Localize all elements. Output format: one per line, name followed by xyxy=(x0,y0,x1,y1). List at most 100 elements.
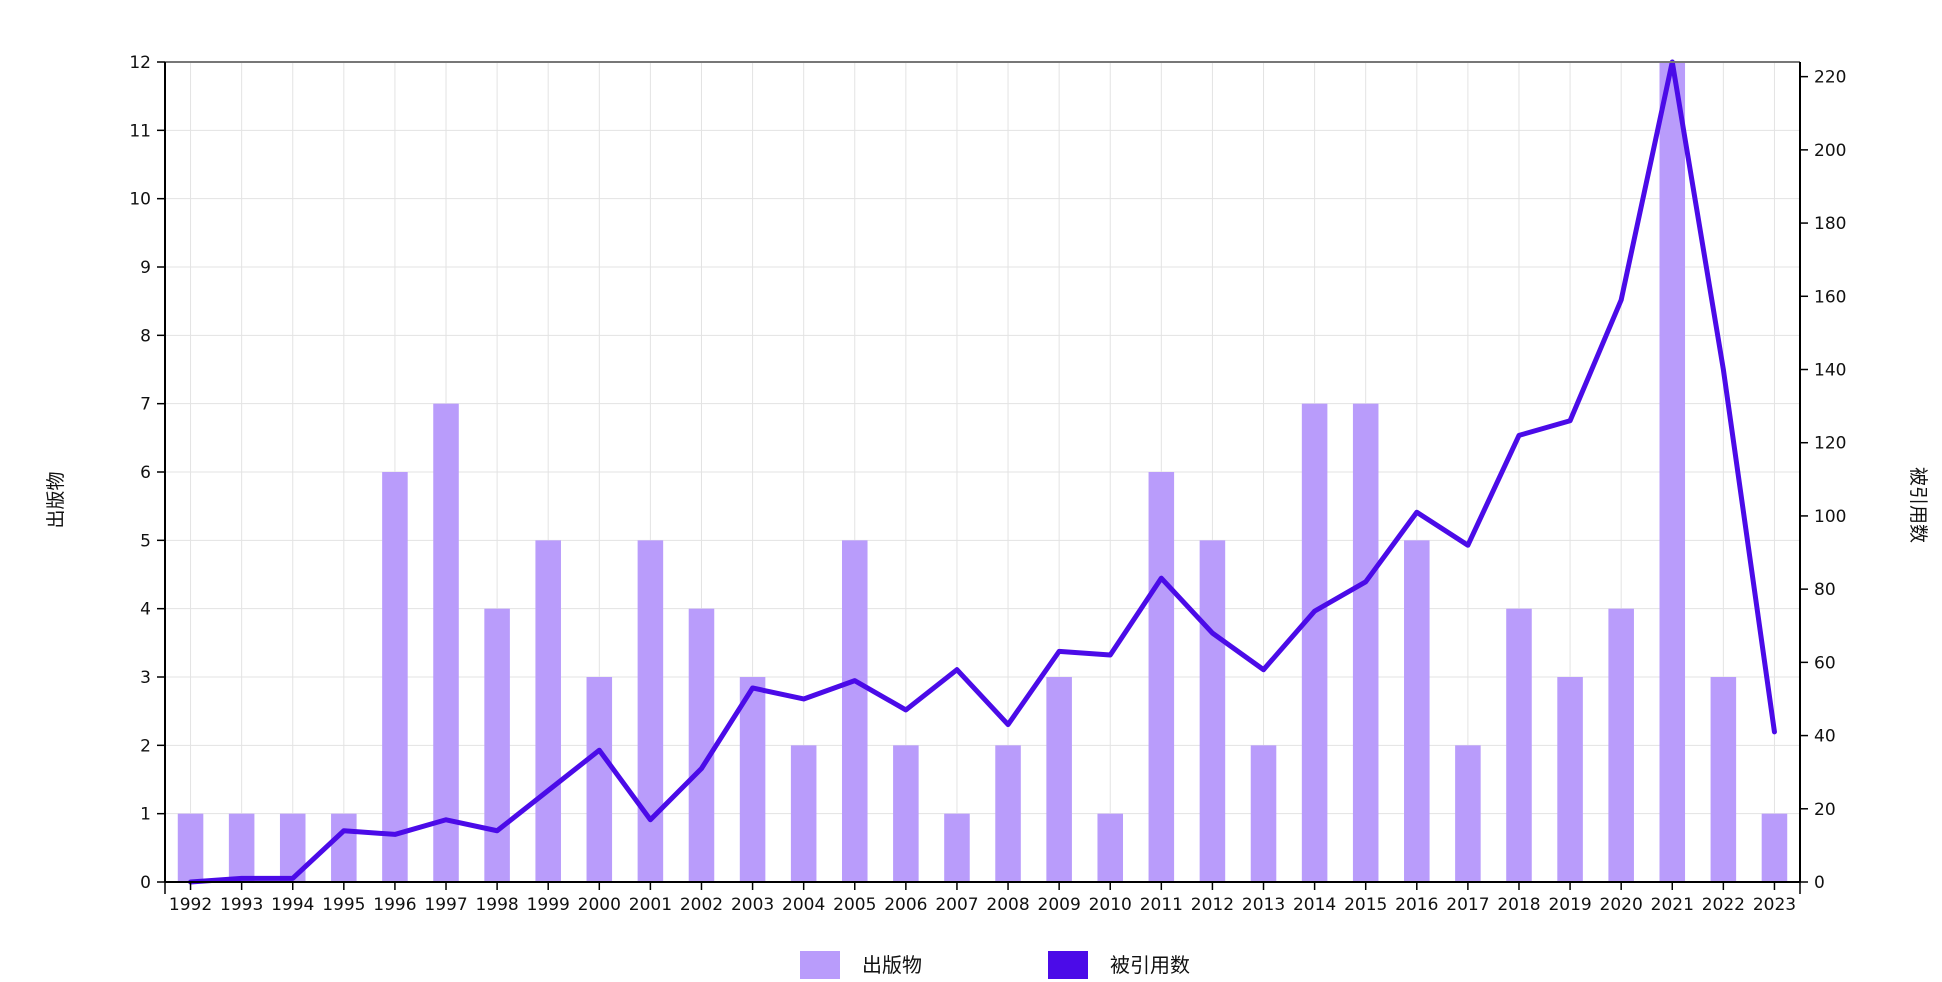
y-left-tick-label: 6 xyxy=(140,463,151,483)
y-left-tick-label: 7 xyxy=(140,395,151,415)
x-tick-label: 2002 xyxy=(680,895,723,915)
x-tick-label: 2016 xyxy=(1395,895,1438,915)
y-right-tick-label: 80 xyxy=(1814,580,1836,600)
x-tick-label: 2004 xyxy=(782,895,825,915)
x-tick-label: 2001 xyxy=(629,895,672,915)
x-tick-label: 2018 xyxy=(1497,895,1540,915)
bar xyxy=(1097,813,1124,882)
y-left-tick-label: 12 xyxy=(129,53,151,73)
x-tick-label: 2022 xyxy=(1702,895,1745,915)
legend: 出版物 被引用数 xyxy=(800,951,1190,979)
bar xyxy=(790,745,817,882)
y-axis-left-title: 出版物 xyxy=(45,471,67,528)
x-tick-label: 1994 xyxy=(271,895,314,915)
bar-series xyxy=(177,62,1788,882)
y-right-tick-label: 160 xyxy=(1814,287,1846,307)
x-tick-label: 1993 xyxy=(220,895,263,915)
bar xyxy=(1557,677,1583,882)
bar xyxy=(1250,745,1277,882)
y-left-tick-label: 2 xyxy=(140,736,151,756)
bar xyxy=(1199,540,1226,882)
x-tick-label: 2005 xyxy=(833,895,876,915)
legend-swatch-citations xyxy=(1048,951,1088,979)
x-tick-label: 2011 xyxy=(1140,895,1183,915)
y-right-tick-label: 140 xyxy=(1814,361,1846,381)
x-tick-label: 2007 xyxy=(935,895,978,915)
bar xyxy=(841,540,868,882)
bar xyxy=(586,677,613,882)
bar xyxy=(1608,608,1634,882)
bar xyxy=(995,745,1021,882)
y-right-tick-label: 180 xyxy=(1814,214,1846,234)
bar xyxy=(382,472,408,882)
bar xyxy=(1352,403,1379,882)
bar xyxy=(1761,813,1788,882)
y-left-tick-label: 11 xyxy=(129,121,151,141)
y-right-tick-label: 20 xyxy=(1814,800,1836,820)
bar xyxy=(331,813,357,882)
axis-labels: 0123456789101112020406080100120140160180… xyxy=(129,53,1846,915)
y-left-tick-label: 1 xyxy=(140,805,151,825)
bar xyxy=(1506,608,1532,882)
x-tick-label: 2015 xyxy=(1344,895,1387,915)
bar xyxy=(535,540,561,882)
y-right-tick-label: 60 xyxy=(1814,653,1836,673)
bar xyxy=(177,813,204,882)
x-tick-label: 2009 xyxy=(1038,895,1081,915)
bar xyxy=(688,608,715,882)
bar xyxy=(1659,62,1686,882)
x-tick-label: 2014 xyxy=(1293,895,1336,915)
x-tick-label: 1999 xyxy=(527,895,570,915)
bar xyxy=(1710,677,1737,882)
y-left-tick-label: 0 xyxy=(140,873,151,893)
grid xyxy=(165,61,1800,883)
x-tick-label: 2020 xyxy=(1600,895,1643,915)
x-tick-label: 2003 xyxy=(731,895,774,915)
bar xyxy=(1046,677,1072,882)
legend-label-citations: 被引用数 xyxy=(1110,953,1190,977)
x-tick-label: 2010 xyxy=(1089,895,1132,915)
y-right-tick-label: 40 xyxy=(1814,727,1836,747)
legend-swatch-publications xyxy=(800,951,840,979)
y-axis-right-title: 被引用数 xyxy=(1907,467,1929,543)
bar xyxy=(739,677,766,882)
x-tick-label: 1997 xyxy=(424,895,467,915)
citations-line xyxy=(188,59,1777,885)
y-left-tick-label: 3 xyxy=(140,668,151,688)
x-tick-label: 2008 xyxy=(986,895,1029,915)
y-left-tick-label: 10 xyxy=(129,190,151,210)
y-right-tick-label: 120 xyxy=(1814,434,1846,454)
x-tick-label: 2006 xyxy=(884,895,927,915)
y-right-tick-label: 220 xyxy=(1814,68,1846,88)
x-tick-label: 2023 xyxy=(1753,895,1796,915)
y-left-tick-label: 9 xyxy=(140,258,151,278)
x-tick-label: 2013 xyxy=(1242,895,1285,915)
x-tick-label: 1992 xyxy=(169,895,212,915)
bar xyxy=(484,608,510,882)
bar xyxy=(1301,403,1328,882)
bar xyxy=(1148,472,1175,882)
y-right-tick-label: 200 xyxy=(1814,141,1846,161)
y-left-tick-label: 5 xyxy=(140,531,151,551)
x-tick-label: 2019 xyxy=(1548,895,1591,915)
y-left-tick-label: 8 xyxy=(140,326,151,346)
bar xyxy=(893,745,919,882)
bar xyxy=(944,813,970,882)
bar xyxy=(1455,745,1481,882)
x-tick-label: 1996 xyxy=(373,895,416,915)
bar xyxy=(433,403,459,882)
y-right-tick-label: 0 xyxy=(1814,873,1825,893)
bar xyxy=(1404,540,1430,882)
x-tick-label: 2017 xyxy=(1446,895,1489,915)
bar xyxy=(637,540,664,882)
x-tick-label: 1998 xyxy=(475,895,518,915)
x-tick-label: 1995 xyxy=(322,895,365,915)
x-tick-label: 2000 xyxy=(578,895,621,915)
x-tick-label: 2021 xyxy=(1651,895,1694,915)
legend-label-publications: 出版物 xyxy=(862,953,922,977)
y-left-tick-label: 4 xyxy=(140,600,151,620)
x-tick-label: 2012 xyxy=(1191,895,1234,915)
axes xyxy=(157,61,1808,894)
y-right-tick-label: 100 xyxy=(1814,507,1846,527)
